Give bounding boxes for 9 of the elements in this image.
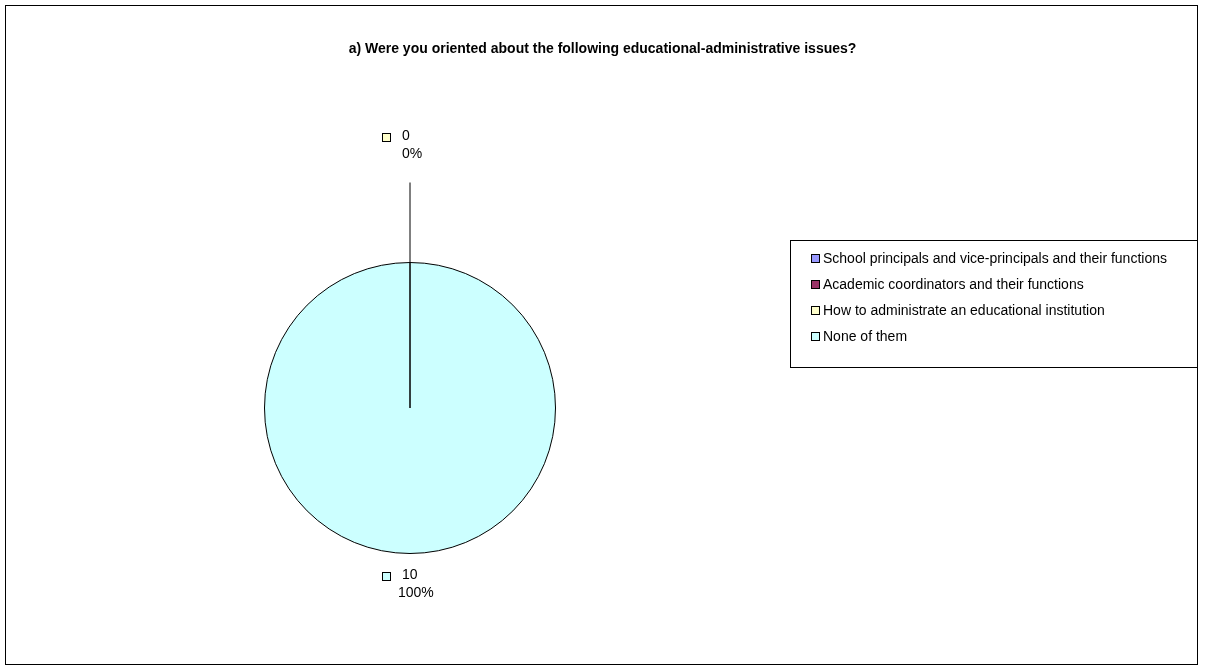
chart-title: a) Were you oriented about the following educational-administrative issues? (347, 40, 858, 56)
legend-label: How to administrate an educational institution (822, 301, 1106, 319)
text: 100% (398, 584, 434, 601)
text: 0% (402, 145, 423, 162)
legend-label: School principals and vice-principals and their functions (822, 249, 1168, 267)
legend-label: Academic coordinators and their functions (822, 275, 1085, 293)
data-label: 10 (402, 566, 418, 583)
legend-label: None of them (822, 327, 909, 345)
text: 0 (402, 127, 410, 144)
